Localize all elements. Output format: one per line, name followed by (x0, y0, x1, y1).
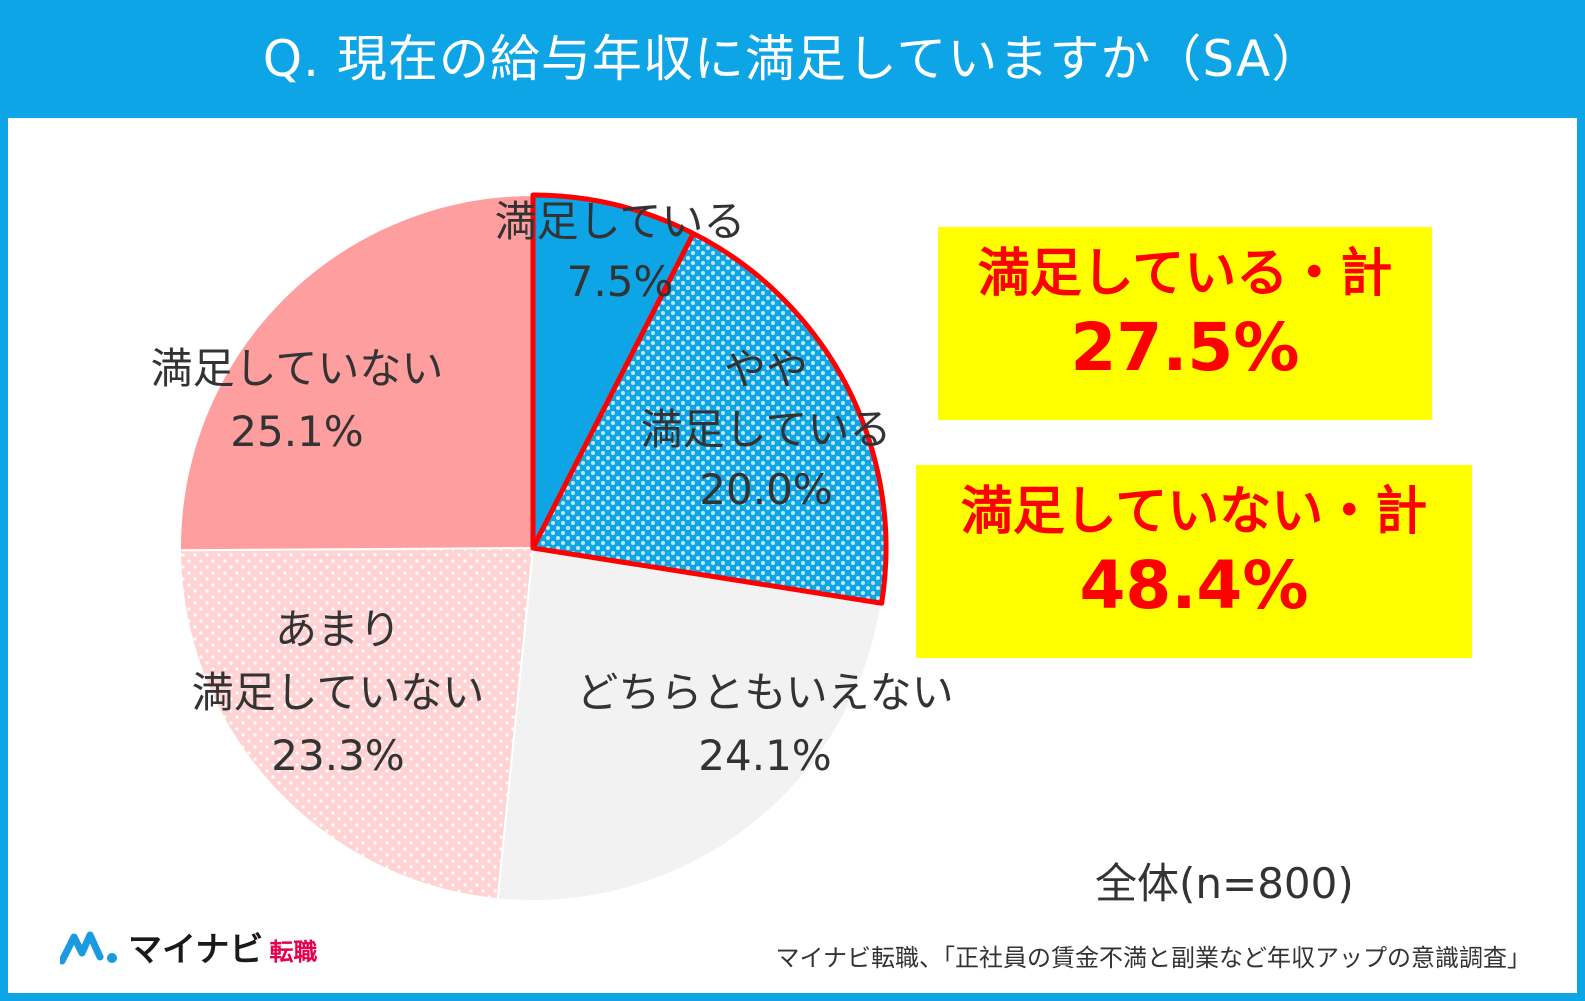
unsatisfied-total-label: 満足していない・計 (960, 482, 1428, 542)
satisfied-highlight-divider (530, 232, 696, 550)
logo-sub: 転職 (269, 938, 318, 966)
slice-name-3: どちらともいえない (576, 668, 953, 717)
pie-slice-3 (496, 546, 883, 902)
slice-name-1: 満足している (495, 197, 746, 246)
slice-label-4: あまり満足していない 23.3% (192, 605, 485, 780)
unsatisfied-total-value: 48.4% (1079, 547, 1309, 624)
slice-value-2: 20.0% (699, 465, 832, 514)
logo-name: マイナビ (128, 930, 264, 970)
satisfied-highlight-outline (530, 192, 889, 606)
unsatisfied-total-callout: 満足していない・計 48.4% (916, 465, 1472, 658)
slice-name-4: 満足していない (192, 668, 485, 717)
mynavi-logo-icon (60, 931, 117, 964)
slice-label-1: 満足している 7.5% (495, 197, 746, 306)
slice-name-4: あまり (275, 605, 401, 654)
slice-label-2: やや満足している 20.0% (641, 345, 892, 514)
slice-name-5: 満足していない (151, 344, 444, 393)
source-credit: マイナビ転職、「正社員の賃金不満と副業など年収アップの意識調査」 (775, 944, 1531, 972)
chart-title: Q. 現在の給与年収に満足していますか（SA） (0, 0, 1585, 118)
slice-label-3: どちらともいえない 24.1% (576, 668, 953, 780)
mynavi-logo: マイナビ 転職 (60, 922, 317, 971)
sample-size-label: 全体(n=800) (1095, 859, 1354, 908)
satisfied-total-label: 満足している・計 (977, 244, 1393, 304)
satisfied-total-callout: 満足している・計 27.5% (938, 227, 1432, 420)
slice-name-2: 満足している (641, 405, 892, 454)
slice-label-5: 満足していない 25.1% (151, 344, 444, 456)
pie-slice-5 (179, 193, 534, 552)
pie-slice-4 (179, 546, 535, 901)
satisfied-total-value: 27.5% (1070, 309, 1300, 386)
slice-name-2: やや (724, 345, 808, 394)
slice-value-5: 25.1% (230, 407, 363, 456)
slice-value-4: 23.3% (271, 731, 404, 780)
slice-value-1: 7.5% (567, 257, 674, 306)
slice-value-3: 24.1% (698, 731, 831, 780)
